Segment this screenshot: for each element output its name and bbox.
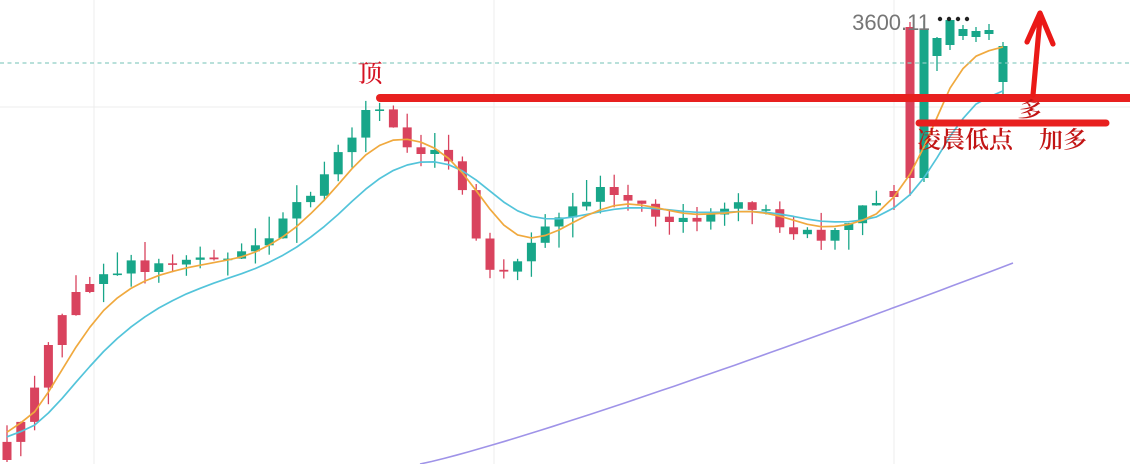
svg-text:3600.11: 3600.11 — [852, 10, 930, 35]
svg-text:加多: 加多 — [1039, 120, 1087, 155]
svg-text:顶: 顶 — [357, 54, 382, 90]
svg-text:凌晨低点: 凌晨低点 — [917, 120, 1013, 155]
